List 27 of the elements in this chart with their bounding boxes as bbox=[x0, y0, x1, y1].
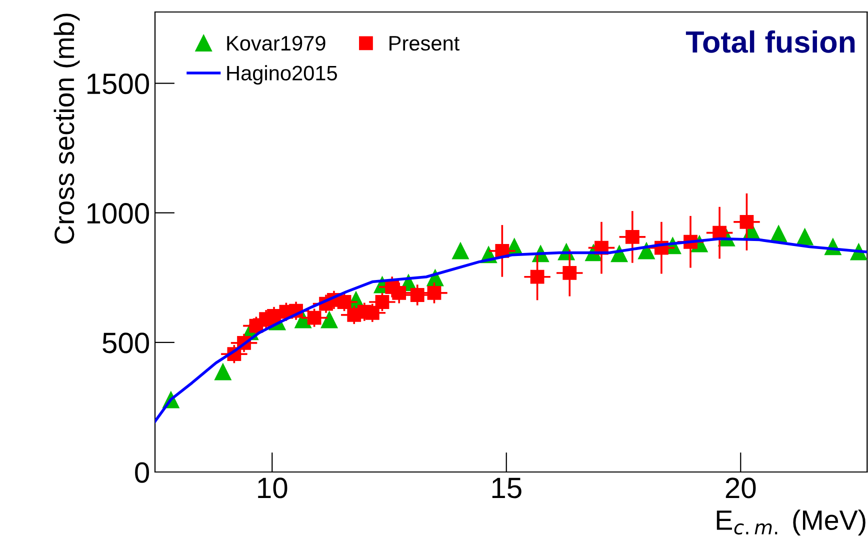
point bbox=[214, 364, 232, 380]
point bbox=[562, 266, 577, 280]
legend-label: Hagino2015 bbox=[227, 65, 337, 85]
x-tick-label: 20 bbox=[726, 478, 756, 498]
y-tick-label: 1500 bbox=[87, 73, 150, 94]
legend-label: Kovar1979 bbox=[227, 36, 326, 51]
point bbox=[452, 242, 469, 260]
point bbox=[530, 270, 544, 284]
point bbox=[337, 295, 352, 309]
point bbox=[375, 295, 390, 309]
point bbox=[410, 288, 424, 302]
point bbox=[625, 230, 640, 244]
point bbox=[796, 228, 814, 246]
x-tick-label: 10 bbox=[258, 478, 288, 498]
legend-label: Present bbox=[390, 36, 460, 51]
y-tick-label: 500 bbox=[102, 332, 150, 354]
point bbox=[307, 310, 322, 325]
x-axis-title: E$_{c.m.}$ (MeV) bbox=[716, 510, 866, 536]
x-tick-label: 15 bbox=[492, 478, 522, 498]
point bbox=[740, 214, 754, 229]
point bbox=[320, 312, 338, 328]
chart-title: Total fusion bbox=[686, 30, 855, 53]
point bbox=[427, 286, 442, 300]
y-axis-title: Cross section (mb) bbox=[54, 14, 80, 244]
point bbox=[392, 286, 406, 300]
y-tick-label: 1000 bbox=[87, 203, 150, 224]
y-tick-label: 0 bbox=[135, 462, 149, 483]
